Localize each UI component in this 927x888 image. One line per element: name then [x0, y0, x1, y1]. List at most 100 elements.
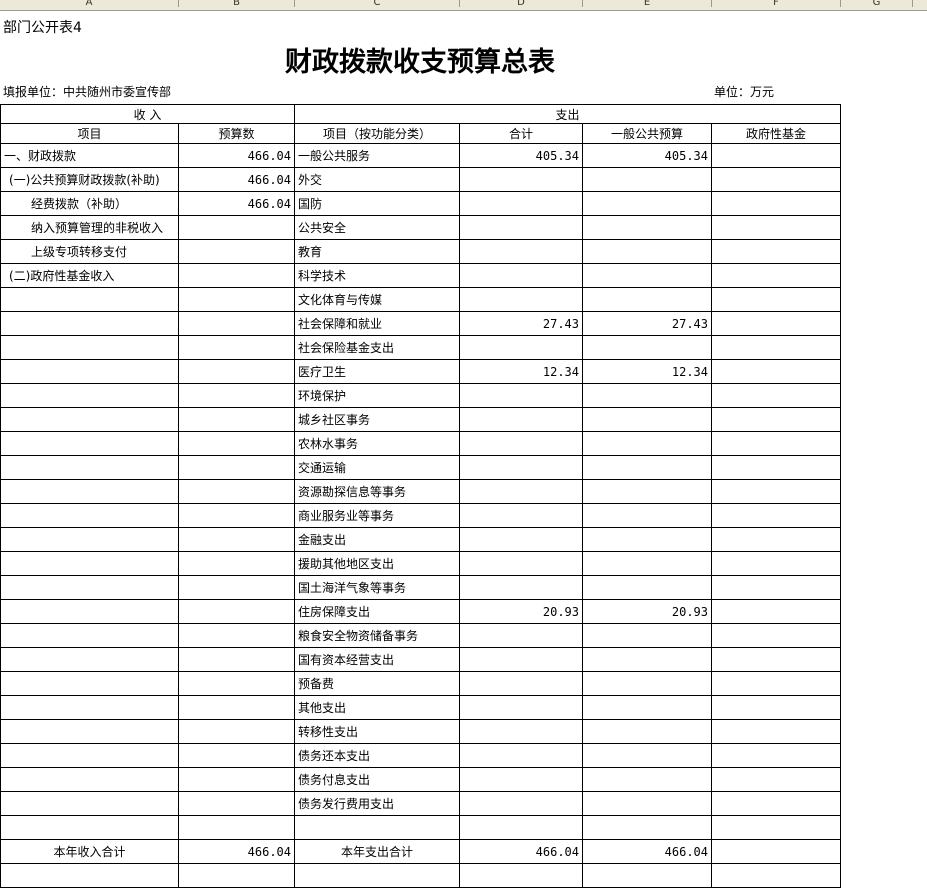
expense-total[interactable]	[459, 647, 583, 672]
expense-item[interactable]: 教育	[294, 239, 460, 264]
income-budget[interactable]	[178, 479, 295, 504]
expense-fund[interactable]	[711, 647, 841, 672]
expense-item[interactable]: 文化体育与传媒	[294, 287, 460, 312]
column-header-e[interactable]: E	[583, 0, 712, 8]
expense-general[interactable]	[582, 623, 712, 648]
expense-general[interactable]: 20.93	[582, 599, 712, 624]
expense-total[interactable]	[459, 287, 583, 312]
expense-general[interactable]	[582, 407, 712, 432]
income-item[interactable]	[0, 551, 179, 576]
income-budget[interactable]	[178, 719, 295, 744]
expense-total[interactable]	[459, 263, 583, 288]
expense-total[interactable]	[459, 383, 583, 408]
expense-item[interactable]: 社会保障和就业	[294, 311, 460, 336]
income-budget[interactable]: 466.04	[178, 143, 295, 168]
empty-cell[interactable]	[0, 863, 179, 888]
expense-general[interactable]	[582, 719, 712, 744]
column-header-g[interactable]: G	[841, 0, 913, 8]
expense-item[interactable]: 国有资本经营支出	[294, 647, 460, 672]
income-item[interactable]: 纳入预算管理的非税收入	[0, 215, 179, 240]
expense-fund[interactable]	[711, 455, 841, 480]
expense-item[interactable]: 国防	[294, 191, 460, 216]
expense-fund[interactable]	[711, 167, 841, 192]
expense-fund[interactable]	[711, 239, 841, 264]
expense-item[interactable]: 科学技术	[294, 263, 460, 288]
expense-general[interactable]	[582, 431, 712, 456]
income-budget[interactable]	[178, 551, 295, 576]
income-item[interactable]	[0, 719, 179, 744]
expense-total[interactable]	[459, 431, 583, 456]
expense-item[interactable]: 社会保险基金支出	[294, 335, 460, 360]
expense-fund[interactable]	[711, 623, 841, 648]
expense-total[interactable]	[459, 167, 583, 192]
expense-total[interactable]: 20.93	[459, 599, 583, 624]
expense-fund[interactable]	[711, 815, 841, 840]
expense-item[interactable]: 住房保障支出	[294, 599, 460, 624]
expense-general[interactable]	[582, 527, 712, 552]
expense-item[interactable]: 金融支出	[294, 527, 460, 552]
income-item[interactable]	[0, 767, 179, 792]
expense-item[interactable]: 债务还本支出	[294, 743, 460, 768]
expense-fund[interactable]	[711, 575, 841, 600]
income-budget[interactable]	[178, 263, 295, 288]
income-item[interactable]: (二)政府性基金收入	[0, 263, 179, 288]
expense-total[interactable]	[459, 815, 583, 840]
expense-total[interactable]	[459, 503, 583, 528]
expense-item[interactable]: 其他支出	[294, 695, 460, 720]
income-budget[interactable]	[178, 527, 295, 552]
expense-fund[interactable]	[711, 383, 841, 408]
income-item[interactable]	[0, 815, 179, 840]
income-budget[interactable]	[178, 791, 295, 816]
income-item[interactable]	[0, 359, 179, 384]
expense-general[interactable]	[582, 479, 712, 504]
expense-fund[interactable]	[711, 287, 841, 312]
income-item[interactable]	[0, 791, 179, 816]
expense-general[interactable]	[582, 239, 712, 264]
income-budget[interactable]	[178, 575, 295, 600]
income-item[interactable]	[0, 383, 179, 408]
expense-general[interactable]	[582, 815, 712, 840]
expense-general[interactable]	[582, 167, 712, 192]
income-budget[interactable]	[178, 407, 295, 432]
expense-item[interactable]: 城乡社区事务	[294, 407, 460, 432]
income-item[interactable]	[0, 311, 179, 336]
income-item[interactable]: 一、财政拨款	[0, 143, 179, 168]
expense-general[interactable]	[582, 215, 712, 240]
income-budget[interactable]	[178, 383, 295, 408]
expense-total[interactable]	[459, 767, 583, 792]
expense-general[interactable]	[582, 791, 712, 816]
item-header[interactable]: 项目	[0, 123, 179, 144]
general-budget-header[interactable]: 一般公共预算	[582, 123, 712, 144]
expense-item[interactable]: 援助其他地区支出	[294, 551, 460, 576]
income-budget[interactable]	[178, 671, 295, 696]
income-budget[interactable]	[178, 359, 295, 384]
expense-fund[interactable]	[711, 527, 841, 552]
income-item[interactable]	[0, 431, 179, 456]
expense-total[interactable]	[459, 743, 583, 768]
income-budget[interactable]	[178, 503, 295, 528]
income-item[interactable]	[0, 479, 179, 504]
income-item[interactable]	[0, 527, 179, 552]
expense-total[interactable]	[459, 191, 583, 216]
empty-cell[interactable]	[178, 863, 295, 888]
expense-general[interactable]	[582, 743, 712, 768]
expense-total[interactable]	[459, 575, 583, 600]
income-item[interactable]: 上级专项转移支付	[0, 239, 179, 264]
expense-general[interactable]	[582, 191, 712, 216]
expense-general[interactable]	[582, 263, 712, 288]
expense-total-label[interactable]: 本年支出合计	[294, 839, 460, 864]
income-item[interactable]	[0, 407, 179, 432]
income-item[interactable]	[0, 599, 179, 624]
expense-fund[interactable]	[711, 335, 841, 360]
expense-fund[interactable]	[711, 719, 841, 744]
expense-item[interactable]: 债务付息支出	[294, 767, 460, 792]
expense-general[interactable]	[582, 671, 712, 696]
expense-total[interactable]	[459, 719, 583, 744]
expense-general[interactable]: 12.34	[582, 359, 712, 384]
empty-cell[interactable]	[459, 863, 583, 888]
expense-fund[interactable]	[711, 359, 841, 384]
expense-item[interactable]: 资源勘探信息等事务	[294, 479, 460, 504]
income-header[interactable]: 收 入	[0, 104, 295, 124]
income-item[interactable]	[0, 287, 179, 312]
expense-fund[interactable]	[711, 791, 841, 816]
